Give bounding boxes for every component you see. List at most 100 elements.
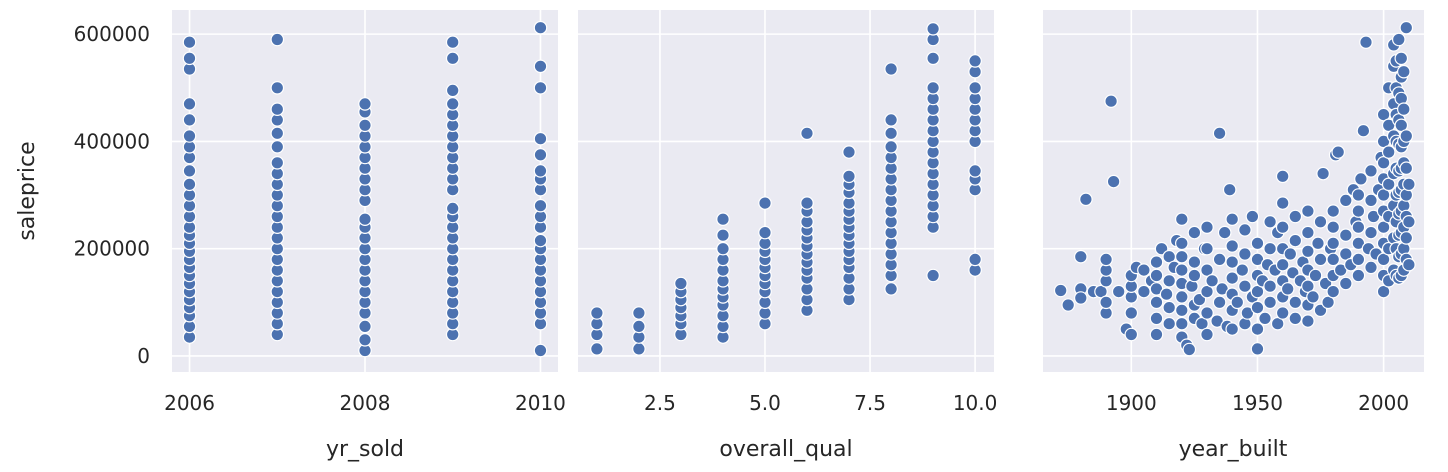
data-point — [1396, 64, 1411, 79]
data-point — [533, 164, 548, 178]
data-point — [1275, 306, 1290, 320]
data-point — [1094, 284, 1108, 299]
data-point — [533, 59, 548, 74]
data-point — [1187, 268, 1202, 283]
data-point — [1351, 252, 1366, 267]
data-point — [1308, 268, 1323, 283]
y-axis-label: saleprice — [15, 141, 40, 240]
data-point — [1301, 314, 1315, 328]
data-point — [1073, 291, 1088, 305]
data-point — [1137, 284, 1151, 299]
x-tick-label: 10.0 — [953, 391, 998, 415]
data-point — [1200, 263, 1214, 277]
data-point — [1306, 290, 1320, 304]
x-tick-label: 2000 — [1358, 391, 1409, 415]
data-point — [1301, 244, 1315, 259]
data-point — [1212, 295, 1227, 310]
data-point — [758, 225, 772, 240]
data-point — [182, 113, 197, 127]
y-tick-label: 600000 — [74, 22, 150, 46]
plot-area — [578, 10, 994, 372]
data-point — [182, 35, 197, 49]
data-point — [1313, 252, 1328, 267]
data-point — [1053, 283, 1068, 298]
data-point — [1301, 225, 1315, 240]
data-point — [968, 81, 982, 95]
data-point — [1356, 123, 1371, 138]
data-point — [926, 268, 940, 283]
x-axis-label: yr_sold — [326, 437, 404, 462]
data-point — [1351, 204, 1366, 218]
data-point — [445, 83, 460, 98]
data-point — [1175, 290, 1189, 304]
data-point — [968, 54, 982, 68]
data-point — [533, 148, 548, 162]
data-point — [926, 21, 940, 36]
data-point — [533, 233, 548, 248]
data-point — [1175, 316, 1189, 331]
data-point — [716, 212, 730, 226]
data-point — [1245, 209, 1260, 224]
data-point — [632, 319, 646, 334]
data-point — [1250, 342, 1265, 356]
data-point — [1331, 145, 1345, 159]
data-point — [926, 81, 940, 95]
data-point — [1396, 102, 1411, 116]
data-point — [1149, 311, 1164, 326]
data-point — [1175, 303, 1189, 318]
x-tick-labels: 1900 1950 2000 — [1106, 391, 1409, 415]
data-point — [926, 51, 940, 66]
x-tick-label: 2010 — [515, 391, 566, 415]
data-point — [1235, 263, 1250, 277]
data-point — [270, 102, 285, 116]
data-point — [1326, 236, 1340, 251]
data-point — [1321, 295, 1335, 310]
data-point — [270, 156, 285, 170]
data-point — [1238, 223, 1252, 237]
data-point — [1381, 145, 1396, 159]
data-point — [1106, 174, 1121, 189]
data-point — [1301, 279, 1315, 293]
data-point — [358, 118, 372, 133]
data-point — [1326, 204, 1340, 218]
data-point — [1263, 241, 1277, 256]
data-point — [1280, 282, 1295, 296]
data-point — [1222, 182, 1237, 197]
data-point — [1275, 257, 1290, 272]
data-point — [533, 20, 548, 35]
data-point — [1250, 236, 1265, 251]
data-point — [590, 306, 604, 320]
data-point — [1301, 204, 1315, 218]
data-point — [1399, 129, 1414, 143]
data-point — [1137, 263, 1151, 277]
data-point — [1288, 209, 1303, 224]
data-point — [1250, 300, 1265, 315]
x-axis-label: year_built — [1179, 437, 1288, 462]
data-point — [1225, 255, 1239, 269]
data-point — [1175, 212, 1189, 226]
subplot-year-built: 1900 1950 2000 year_built — [1043, 10, 1424, 462]
data-point — [842, 169, 856, 184]
data-point — [1162, 273, 1176, 288]
data-point — [533, 131, 548, 146]
data-point — [1326, 220, 1340, 234]
data-point — [1200, 306, 1214, 320]
data-point — [884, 140, 898, 154]
data-point — [445, 35, 460, 49]
data-point — [1073, 249, 1088, 264]
data-point — [1187, 255, 1202, 269]
data-point — [1364, 193, 1378, 208]
data-point — [1288, 311, 1303, 326]
data-point — [182, 51, 197, 66]
data-point — [1394, 51, 1409, 66]
data-point — [1225, 322, 1239, 336]
data-point — [1200, 220, 1214, 234]
x-tick-labels: 2006 2008 2010 — [164, 391, 566, 415]
data-point — [1175, 236, 1189, 251]
data-point — [1111, 284, 1126, 299]
data-point — [1326, 284, 1340, 299]
data-point — [632, 306, 646, 320]
data-point — [1104, 94, 1118, 108]
x-tick-label: 2.5 — [644, 391, 676, 415]
x-axis-label: overall_qual — [719, 437, 852, 462]
